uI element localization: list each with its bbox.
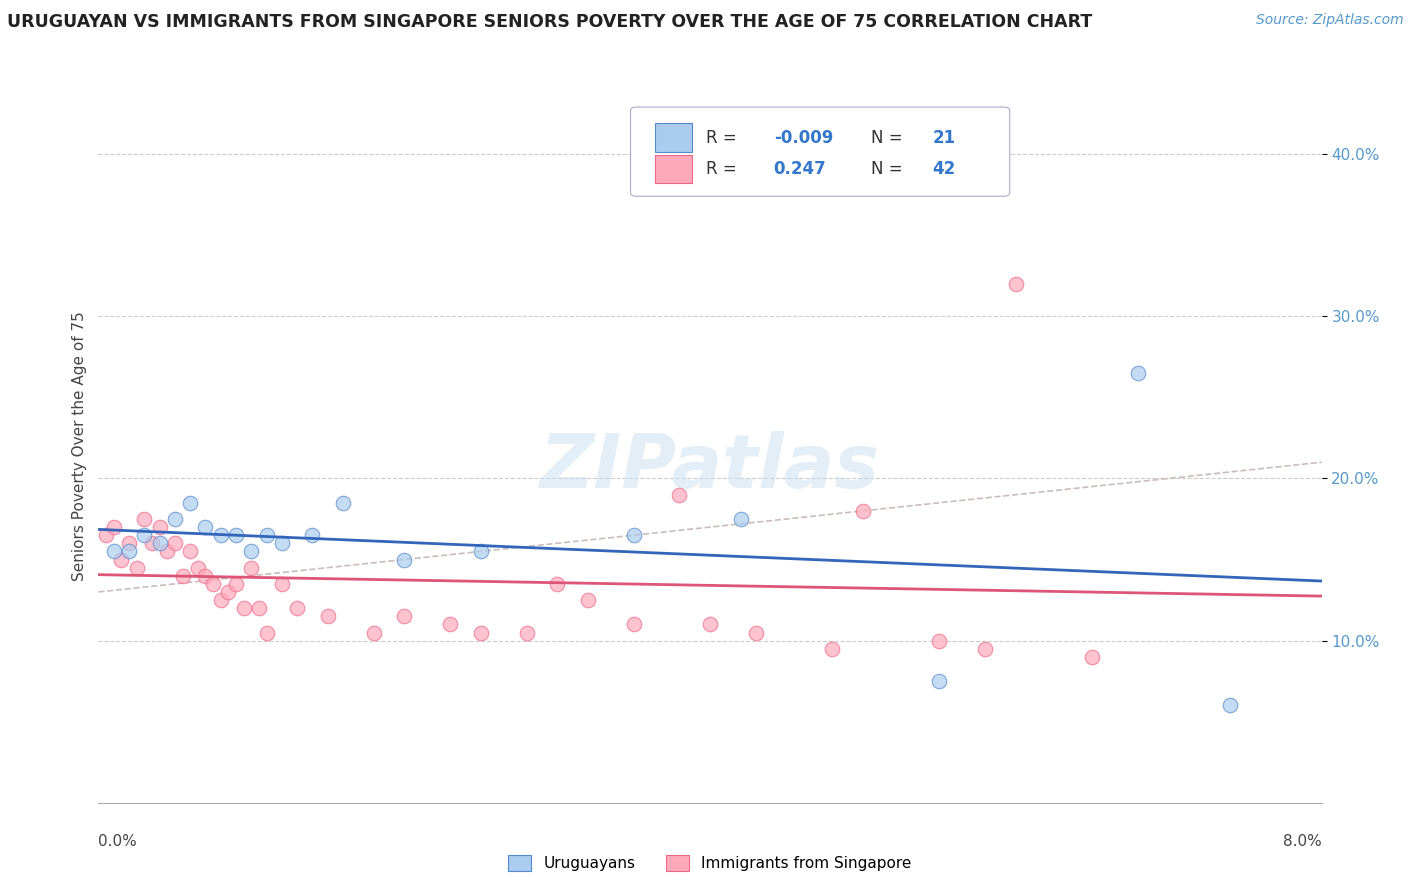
Point xyxy=(852,504,875,518)
Point xyxy=(103,520,125,534)
Point xyxy=(103,544,125,558)
Point xyxy=(1219,698,1241,713)
Point xyxy=(172,568,194,582)
Point xyxy=(141,536,163,550)
Text: 21: 21 xyxy=(932,128,956,146)
Point xyxy=(134,528,156,542)
Point xyxy=(179,496,201,510)
Point xyxy=(240,560,263,574)
Point xyxy=(194,520,217,534)
Text: URUGUAYAN VS IMMIGRANTS FROM SINGAPORE SENIORS POVERTY OVER THE AGE OF 75 CORREL: URUGUAYAN VS IMMIGRANTS FROM SINGAPORE S… xyxy=(7,13,1092,31)
Text: R =: R = xyxy=(706,128,737,146)
Point xyxy=(730,512,752,526)
Point xyxy=(247,601,270,615)
Point xyxy=(256,528,278,542)
Text: R =: R = xyxy=(706,161,737,178)
Point xyxy=(225,528,247,542)
Point xyxy=(546,577,568,591)
Point xyxy=(110,552,132,566)
Point xyxy=(270,577,294,591)
Point xyxy=(928,674,950,689)
Legend: Uruguayans, Immigrants from Singapore: Uruguayans, Immigrants from Singapore xyxy=(502,849,918,877)
Point xyxy=(974,641,997,656)
Y-axis label: Seniors Poverty Over the Age of 75: Seniors Poverty Over the Age of 75 xyxy=(72,311,87,581)
Text: ZIPatlas: ZIPatlas xyxy=(540,431,880,504)
Text: N =: N = xyxy=(872,161,903,178)
Point xyxy=(392,552,416,566)
Point xyxy=(209,528,232,542)
Bar xyxy=(655,123,692,152)
Point xyxy=(232,601,254,615)
Point xyxy=(125,560,148,574)
Point xyxy=(470,544,492,558)
Point xyxy=(149,520,172,534)
Point xyxy=(202,577,225,591)
Point xyxy=(187,560,209,574)
Point xyxy=(225,577,247,591)
Point xyxy=(699,617,721,632)
Point xyxy=(134,512,156,526)
Point xyxy=(392,609,416,624)
Point xyxy=(270,536,294,550)
Point xyxy=(301,528,323,542)
Point xyxy=(745,625,768,640)
Point xyxy=(94,528,117,542)
Point xyxy=(821,641,844,656)
Text: 8.0%: 8.0% xyxy=(1282,834,1322,849)
Point xyxy=(163,536,186,550)
Point xyxy=(118,536,141,550)
Point xyxy=(363,625,385,640)
Point xyxy=(209,593,232,607)
Text: Source: ZipAtlas.com: Source: ZipAtlas.com xyxy=(1256,13,1403,28)
Point xyxy=(623,528,645,542)
Point xyxy=(668,488,690,502)
Point xyxy=(928,633,950,648)
Point xyxy=(515,625,537,640)
Text: -0.009: -0.009 xyxy=(773,128,832,146)
Point xyxy=(285,601,308,615)
Point xyxy=(316,609,339,624)
Point xyxy=(156,544,179,558)
Point xyxy=(217,585,239,599)
Text: 42: 42 xyxy=(932,161,956,178)
Point xyxy=(1081,649,1104,664)
Point xyxy=(576,593,599,607)
Point xyxy=(470,625,492,640)
Point xyxy=(623,617,645,632)
Point xyxy=(163,512,186,526)
Point xyxy=(332,496,354,510)
Point xyxy=(439,617,461,632)
Point xyxy=(118,544,141,558)
Text: 0.0%: 0.0% xyxy=(98,834,138,849)
Text: N =: N = xyxy=(872,128,903,146)
Text: 0.247: 0.247 xyxy=(773,161,827,178)
Point xyxy=(179,544,201,558)
Point xyxy=(194,568,217,582)
Bar xyxy=(655,155,692,184)
Point xyxy=(256,625,278,640)
Point xyxy=(240,544,263,558)
FancyBboxPatch shape xyxy=(630,107,1010,196)
Point xyxy=(149,536,172,550)
Point xyxy=(1128,366,1150,380)
Point xyxy=(1004,277,1026,291)
